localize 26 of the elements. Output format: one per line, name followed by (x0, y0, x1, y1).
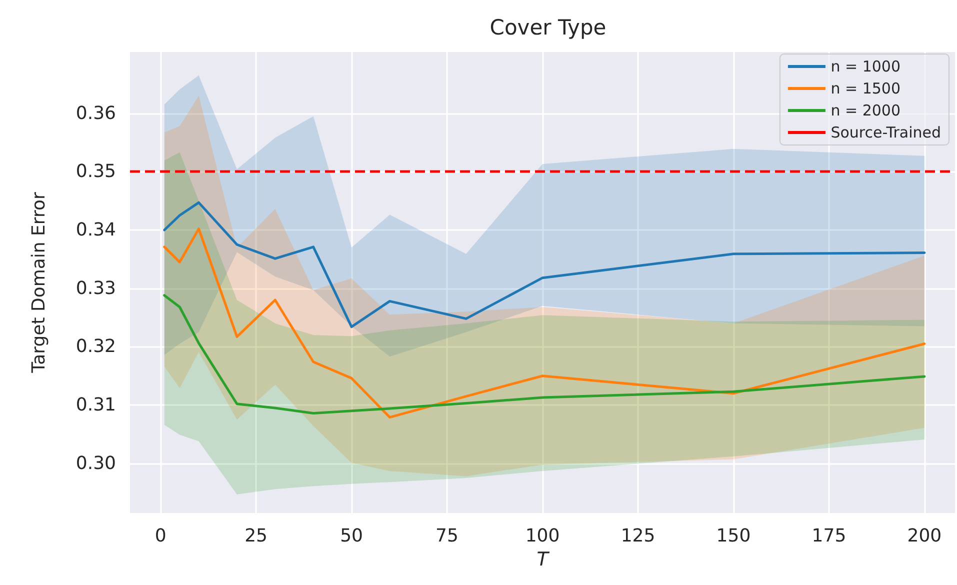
x-axis-title: T (536, 548, 550, 570)
x-tick-label: 0 (154, 526, 166, 546)
x-tick-label: 200 (907, 526, 942, 546)
legend-label: n = 1000 (830, 58, 900, 76)
line-series (163, 294, 926, 414)
line-series (163, 201, 926, 328)
y-tick-label: 0.30 (76, 452, 116, 474)
x-tick-label: 125 (620, 526, 656, 546)
legend-label: n = 2000 (830, 102, 900, 120)
y-tick-label: 0.35 (76, 161, 116, 182)
x-tick-label: 25 (244, 526, 268, 546)
line-series (163, 228, 926, 419)
y-tick-label: 0.36 (76, 102, 116, 124)
x-tick-label: 150 (716, 526, 751, 546)
y-tick-label: 0.34 (76, 219, 116, 240)
x-tick-label: 175 (812, 526, 846, 546)
legend-label: Source-Trained (830, 124, 941, 142)
y-axis-title: Target Domain Error (28, 191, 50, 374)
x-tick-label: 100 (525, 526, 560, 546)
x-tick-label: 50 (340, 526, 363, 546)
x-tick-label: 75 (436, 526, 458, 546)
chart-title: Cover Type (490, 16, 606, 40)
y-tick-label: 0.33 (76, 278, 116, 299)
y-tick-label: 0.31 (76, 394, 116, 416)
y-tick-label: 0.32 (76, 336, 116, 358)
legend-label: n = 1500 (830, 80, 900, 98)
